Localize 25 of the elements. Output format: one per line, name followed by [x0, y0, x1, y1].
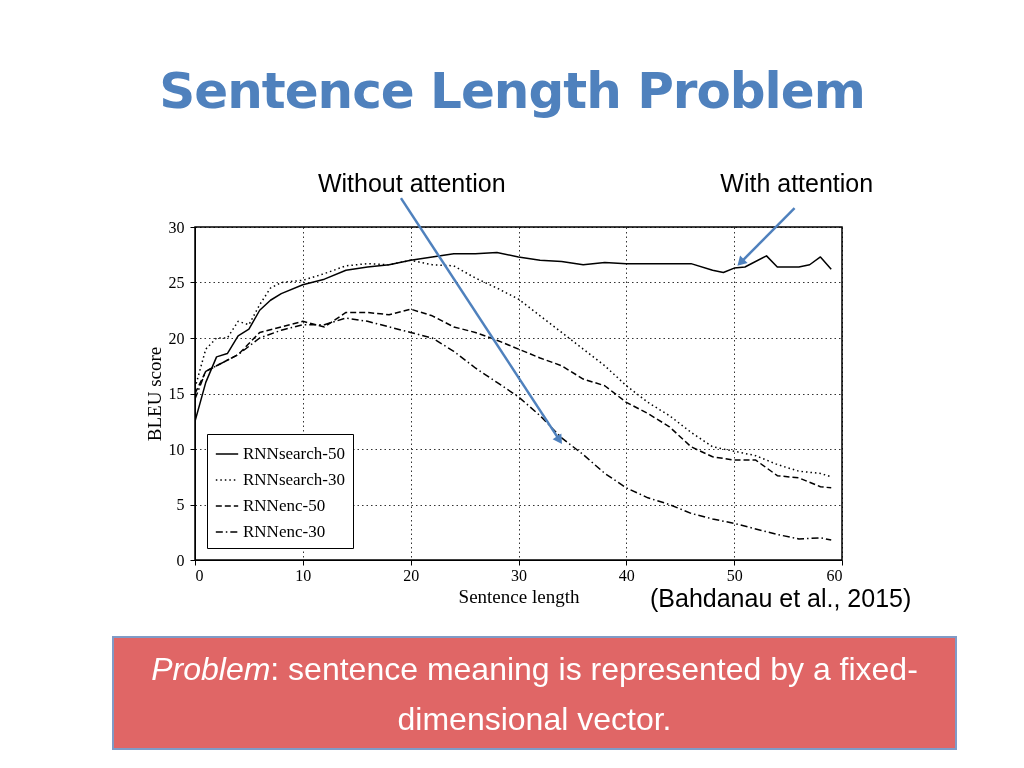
x-tick-label: 50 [726, 566, 743, 584]
text: Problem: sentence meaning is represented by a fixed-dimensional vector. [112, 636, 957, 750]
x-tick-label: 10 [295, 566, 312, 584]
legend-label: RNNsearch-30 [243, 470, 345, 489]
x-tick-label: 30 [511, 566, 527, 584]
legend-label: RNNsearch-50 [243, 444, 345, 463]
x-tick-label: 0 [195, 566, 204, 584]
y-tick-label: 15 [168, 385, 185, 402]
y-tick-label: 10 [168, 440, 185, 458]
y-tick-label: 0 [176, 551, 185, 569]
y-tick-label: 5 [176, 496, 185, 513]
legend-label: RNNenc-50 [243, 496, 326, 515]
text: (Bahdanau et al., 2015) [650, 584, 912, 613]
x-tick-label: 40 [618, 566, 635, 584]
x-axis-title: Sentence length [458, 585, 580, 607]
legend-label: RNNenc-30 [243, 522, 326, 541]
x-tick-label: 60 [826, 566, 843, 584]
annotation: With attention [720, 168, 874, 197]
y-tick-label: 25 [168, 274, 185, 291]
y-axis-title: BLEU score [143, 346, 165, 442]
y-tick-label: 20 [168, 329, 185, 347]
x-tick-label: 20 [403, 566, 420, 584]
y-tick-label: 30 [168, 218, 185, 236]
annotation: Without attention [317, 168, 506, 197]
chart-title: Sentence Length Problem [158, 62, 866, 120]
